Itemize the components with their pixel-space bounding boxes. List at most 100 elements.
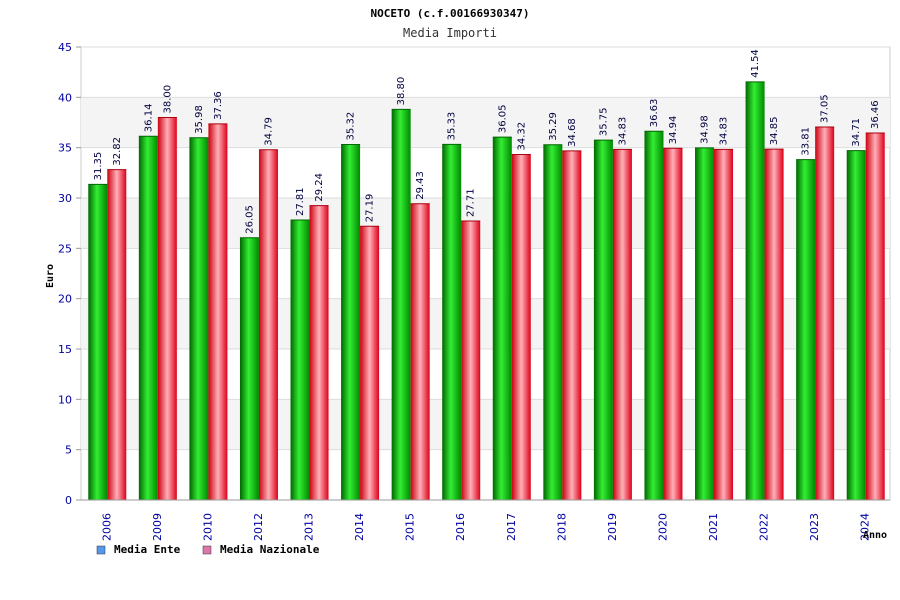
value-label: 36.14 <box>143 104 154 133</box>
y-tick-label: 40 <box>58 91 72 104</box>
y-axis-ticks: 0 5 10 15 20 25 30 35 40 45 <box>58 41 890 507</box>
value-label: 38.00 <box>162 85 173 114</box>
bar-media-nazionale-2019 <box>612 149 632 501</box>
y-tick-label: 20 <box>58 293 72 306</box>
x-tick-label: 2010 <box>201 513 214 541</box>
y-tick-label: 5 <box>65 444 72 457</box>
legend-item-media-ente: Media Ente <box>96 543 181 556</box>
x-tick-label: 2012 <box>252 513 265 541</box>
bar-media-nazionale-2015 <box>410 203 430 500</box>
bar-media-ente-2009 <box>138 136 158 500</box>
x-tick-label: 2013 <box>303 513 316 541</box>
bar-media-ente-2019 <box>593 140 613 500</box>
value-label: 41.54 <box>750 49 761 78</box>
bar-media-nazionale-2014 <box>360 226 380 500</box>
value-label: 38.80 <box>396 77 407 106</box>
x-tick-label: 2006 <box>100 513 113 541</box>
value-label: 34.83 <box>719 117 730 146</box>
x-tick-label: 2015 <box>404 513 417 541</box>
legend-label-media-nazionale: Media Nazionale <box>220 543 320 556</box>
value-labels: 31.35 32.82 36.14 38.00 35.98 37.36 26.05 34.79… <box>93 49 881 234</box>
x-tick-label: 2014 <box>353 513 366 541</box>
bar-media-ente-2023 <box>796 159 816 500</box>
value-label: 37.05 <box>820 94 831 123</box>
y-tick-label: 15 <box>58 343 72 356</box>
value-label: 33.81 <box>801 127 812 156</box>
bar-media-nazionale-2010 <box>208 123 228 500</box>
value-label: 35.29 <box>548 112 559 141</box>
value-label: 29.24 <box>314 173 325 202</box>
value-label: 26.05 <box>244 205 255 234</box>
value-label: 27.81 <box>295 187 306 216</box>
legend: Media Ente Media Nazionale <box>96 543 320 556</box>
bar-media-nazionale-2016 <box>461 221 481 500</box>
value-label: 36.46 <box>870 100 881 129</box>
bar-media-ente-2017 <box>492 137 512 500</box>
x-tick-label: 2018 <box>555 513 568 541</box>
bar-media-nazionale-2018 <box>562 150 582 500</box>
bar-media-ente-2016 <box>442 144 462 500</box>
x-tick-label: 2024 <box>859 513 872 541</box>
legend-swatch-media-nazionale <box>202 545 212 555</box>
value-label: 32.82 <box>112 137 123 166</box>
y-tick-label: 30 <box>58 192 72 205</box>
value-label: 34.83 <box>617 117 628 146</box>
x-tick-label: 2016 <box>454 513 467 541</box>
legend-item-media-nazionale: Media Nazionale <box>202 543 320 556</box>
bar-media-nazionale-2013 <box>309 205 329 500</box>
x-tick-label: 2022 <box>758 513 771 541</box>
legend-swatch-media-ente <box>96 545 106 555</box>
value-label: 27.19 <box>365 194 376 223</box>
value-label: 35.32 <box>346 112 357 141</box>
value-label: 34.85 <box>769 117 780 146</box>
value-label: 34.32 <box>516 122 527 151</box>
bar-media-nazionale-2017 <box>511 154 531 500</box>
chart-subtitle: Media Importi <box>403 26 497 40</box>
bar-media-nazionale-2009 <box>157 117 177 500</box>
value-label: 34.98 <box>700 115 711 144</box>
x-axis-label: Anno <box>863 530 887 541</box>
bar-media-ente-2014 <box>341 144 361 501</box>
bars <box>88 81 885 501</box>
value-label: 36.63 <box>649 99 660 128</box>
bar-media-ente-2018 <box>543 144 563 501</box>
value-label: 34.94 <box>668 116 679 145</box>
y-tick-label: 45 <box>58 41 72 54</box>
value-label: 35.33 <box>447 112 458 141</box>
x-tick-label: 2019 <box>606 513 619 541</box>
bar-media-nazionale-2021 <box>714 149 734 501</box>
x-axis-ticks: 2006 2009 2010 2012 2013 2014 2015 2016 2017 2018… <box>100 513 871 541</box>
bar-media-ente-2024 <box>846 150 866 500</box>
value-label: 27.71 <box>466 188 477 217</box>
chart-title: NOCETO (c.f.00166930347) <box>371 7 530 20</box>
bar-media-nazionale-2023 <box>815 127 835 500</box>
bar-media-ente-2010 <box>189 137 209 500</box>
value-label: 34.68 <box>567 118 578 147</box>
bar-media-ente-2013 <box>290 220 310 500</box>
bar-media-nazionale-2020 <box>663 148 683 500</box>
value-label: 34.71 <box>851 118 862 147</box>
bar-media-nazionale-2024 <box>865 132 885 500</box>
y-tick-label: 35 <box>58 142 72 155</box>
bar-media-ente-2006 <box>88 184 108 500</box>
bar-media-ente-2020 <box>644 131 664 500</box>
bar-media-nazionale-2006 <box>107 169 127 500</box>
bar-media-ente-2022 <box>745 81 765 501</box>
value-label: 36.05 <box>497 104 508 133</box>
y-axis-label: Euro <box>45 264 56 288</box>
legend-label-media-ente: Media Ente <box>114 543 181 556</box>
x-tick-label: 2009 <box>151 513 164 541</box>
bar-media-nazionale-2012 <box>258 149 278 500</box>
x-tick-label: 2021 <box>707 513 720 541</box>
value-label: 29.43 <box>415 171 426 200</box>
value-label: 34.79 <box>263 117 274 146</box>
bar-media-ente-2021 <box>695 147 715 501</box>
y-tick-label: 10 <box>58 393 72 406</box>
value-label: 35.98 <box>194 105 205 134</box>
y-tick-label: 0 <box>65 494 72 507</box>
value-label: 37.36 <box>213 91 224 120</box>
x-tick-label: 2023 <box>808 513 821 541</box>
x-tick-label: 2020 <box>656 513 669 541</box>
value-label: 35.75 <box>598 107 609 136</box>
bar-media-nazionale-2022 <box>764 149 784 500</box>
